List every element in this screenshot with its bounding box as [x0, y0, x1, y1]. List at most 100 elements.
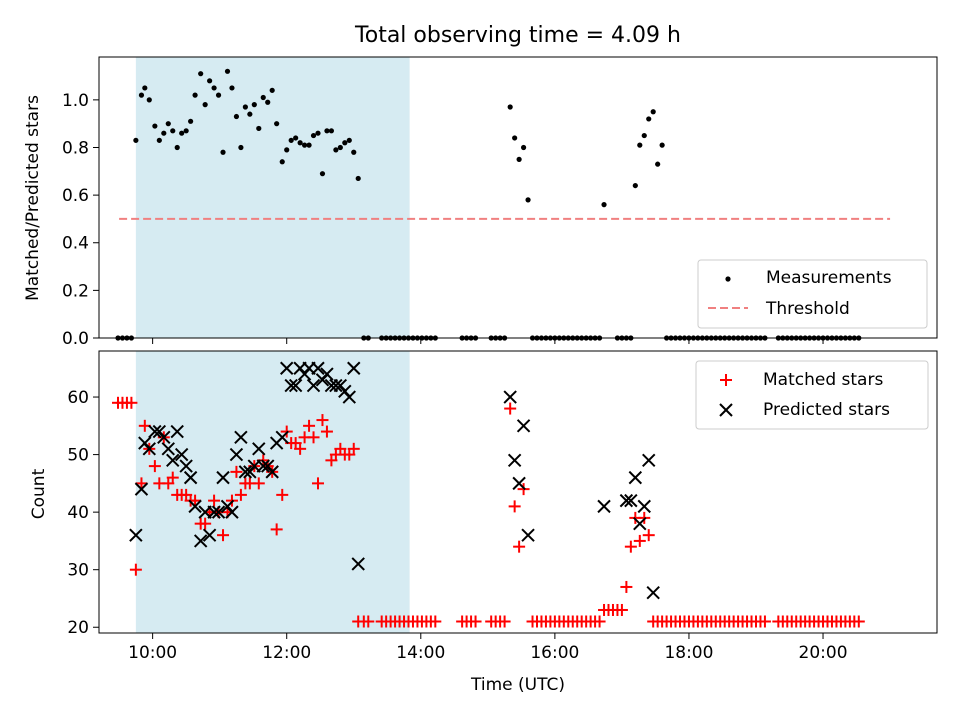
predicted-star-point [329, 378, 343, 393]
measurement-point [516, 156, 522, 162]
x-tick-label: 14:00 [396, 643, 445, 663]
measurement-point [183, 128, 189, 134]
measurement-point [142, 85, 148, 91]
measurement-point [198, 71, 204, 77]
measurement-point [192, 92, 198, 98]
matched-star-point [498, 615, 511, 628]
measurement-point [188, 118, 194, 124]
measurement-point [138, 92, 145, 98]
predicted-star-point [234, 430, 248, 445]
matched-star-point [633, 534, 646, 547]
y-tick-label: 0.2 [62, 281, 89, 301]
predicted-star-point [252, 442, 266, 456]
top-axes-frame [98, 56, 938, 339]
matched-star-point [270, 523, 283, 536]
matched-star-point [252, 477, 265, 490]
y-tick-label: 50 [67, 446, 89, 466]
predicted-star-point [211, 505, 226, 519]
measurement-point [174, 144, 180, 151]
matched-star-point [624, 540, 637, 553]
predicted-star-point [342, 390, 356, 404]
predicted-star-point [157, 430, 171, 445]
y-tick-label: 1.0 [62, 91, 89, 111]
matched-star-point [230, 465, 243, 478]
predicted-star-point [351, 557, 365, 571]
measurement-point [165, 121, 171, 127]
matched-star-point [758, 615, 771, 628]
measurement-point [284, 147, 290, 153]
matched-star-point [347, 442, 360, 455]
measurement-point [288, 137, 294, 143]
measurement-point [269, 87, 275, 93]
measurement-point [310, 132, 317, 139]
legend-measurements-label: Measurements [766, 268, 892, 288]
measurement-point [133, 137, 139, 143]
matched-star-point [311, 477, 324, 490]
matched-star-point [135, 477, 148, 490]
measurement-point [256, 125, 262, 132]
legend-measurements-marker [725, 276, 731, 282]
top-legend: Measurements Threshold [697, 259, 928, 329]
legend-predicted-marker [719, 403, 733, 417]
measurement-point [641, 132, 647, 139]
predicted-star-point [148, 424, 162, 439]
measurement-point [355, 175, 361, 182]
measurement-point [328, 128, 335, 134]
matched-star-point [217, 529, 230, 542]
bottom-axes-frame [98, 350, 938, 634]
measurement-point [507, 104, 513, 110]
x-tick-label: 18:00 [664, 643, 713, 663]
x-tick-label: 12:00 [262, 643, 311, 663]
measurement-point [179, 130, 185, 136]
measurement-point [632, 182, 638, 189]
measurement-point [301, 142, 308, 148]
measurement-point [650, 109, 656, 115]
measurement-point [342, 140, 348, 146]
matched-star-point [148, 460, 161, 473]
predicted-star-point [256, 459, 270, 473]
measurement-point [293, 135, 299, 141]
predicted-star-point [642, 453, 656, 468]
predicted-star-point [142, 442, 156, 456]
measurement-point [170, 128, 176, 134]
bottom-legend-box [695, 360, 929, 430]
measurement-point [229, 85, 235, 91]
matched-star-point [125, 396, 138, 409]
measurement-point [601, 202, 607, 208]
predicted-star-point [619, 493, 634, 508]
matched-star-point [642, 529, 655, 542]
matched-star-point [429, 615, 442, 628]
bottom-x-ticks: 10:00 12:00 14:00 16:00 18:00 20:00 [128, 633, 848, 663]
predicted-star-point [170, 424, 184, 439]
predicted-star-point [507, 453, 522, 468]
predicted-star-point [347, 361, 361, 375]
predicted-star-point [265, 465, 279, 479]
matched-star-point [620, 580, 633, 593]
predicted-star-point [129, 528, 143, 542]
measurement-point [211, 85, 217, 91]
y-tick-label: 60 [67, 388, 89, 408]
measurement-point [233, 113, 240, 120]
predicted-star-point [284, 378, 298, 393]
measurement-point [512, 135, 518, 141]
matched-star-point [234, 488, 247, 501]
predicted-star-point [229, 447, 244, 462]
measurement-point [655, 161, 661, 167]
measurement-point [637, 142, 643, 148]
measurement-point [207, 78, 213, 84]
top-x-ticks [152, 338, 824, 344]
predicted-star-point [202, 528, 217, 542]
measurement-point [346, 137, 352, 143]
matched-star-point [276, 488, 289, 501]
bottom-y-axis-label: Count [29, 468, 49, 519]
figure-title: Total observing time = 4.09 h [354, 23, 681, 48]
legend-matched-label: Matched stars [763, 370, 883, 390]
matched-star-point [469, 615, 482, 628]
matched-star-point [294, 442, 307, 455]
predicted-star-point [179, 459, 193, 473]
matched-star-point [593, 615, 606, 628]
predicted-star-point [288, 378, 303, 393]
predicted-star-point [207, 505, 221, 519]
predicted-star-point [280, 361, 294, 375]
